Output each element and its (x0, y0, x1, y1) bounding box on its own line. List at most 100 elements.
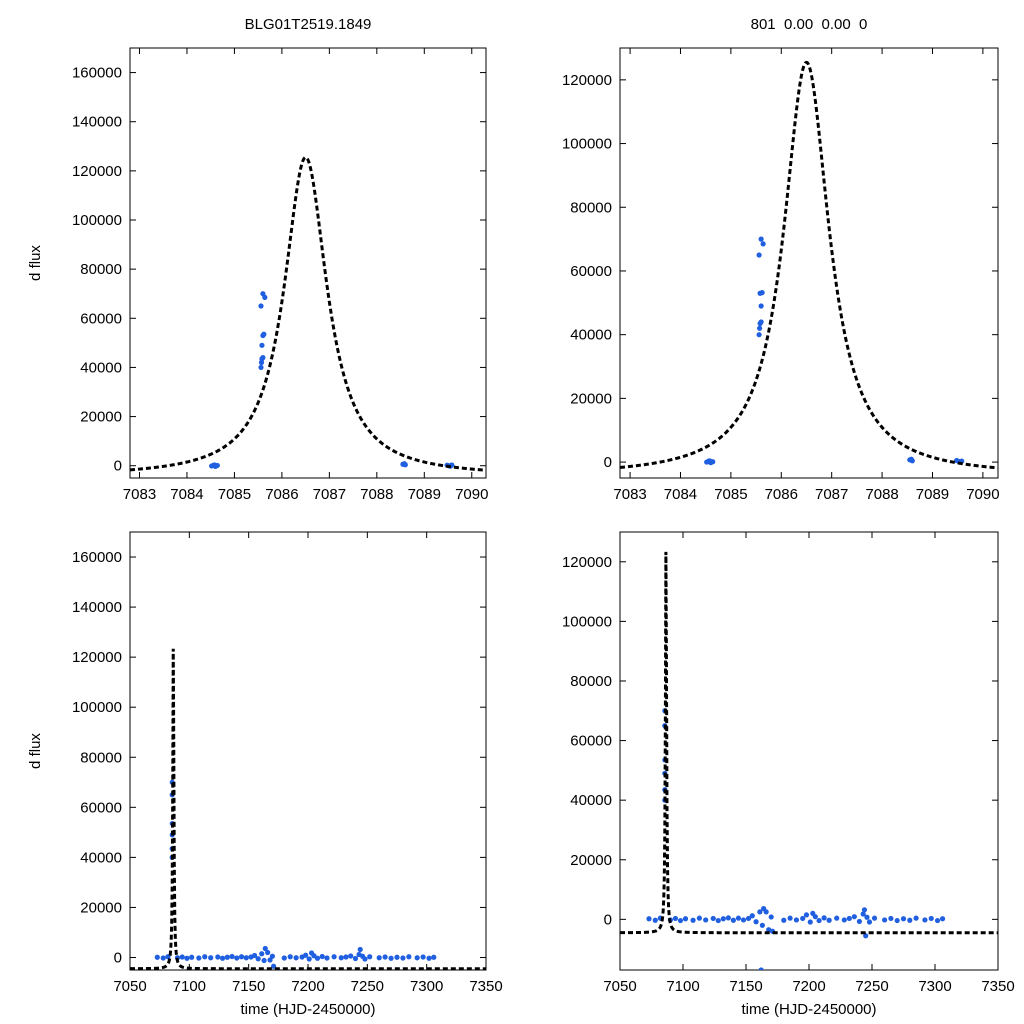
y-tick-label: 80000 (80, 261, 122, 278)
data-point (303, 952, 309, 958)
data-point (740, 917, 747, 923)
x-tick-label: 7087 (815, 486, 848, 503)
y-tick-label: 20000 (570, 852, 612, 869)
y-tick-label: 40000 (80, 849, 122, 866)
data-point (259, 342, 265, 348)
x-tick-label: 7086 (765, 486, 798, 503)
data-point (343, 954, 349, 960)
data-point (402, 462, 408, 468)
data-point (939, 916, 946, 922)
data-point (928, 915, 934, 922)
data-point (861, 907, 868, 913)
data-point (730, 917, 737, 923)
data-point (243, 955, 249, 961)
data-point (703, 917, 709, 923)
data-point (211, 462, 218, 468)
data-point (215, 954, 221, 960)
y-tick-label: 140000 (72, 599, 122, 616)
x-tick-label: 7150 (729, 978, 762, 995)
data-point (154, 954, 160, 960)
data-point (860, 911, 866, 917)
y-tick-label: 20000 (570, 390, 612, 407)
data-point (768, 914, 774, 920)
x-tick-label: 7050 (113, 978, 146, 995)
data-point (362, 956, 368, 962)
y-tick-label: 60000 (80, 799, 122, 816)
data-point (260, 355, 266, 361)
x-tick-label: 7090 (966, 486, 999, 503)
data-point (851, 914, 857, 920)
data-point (909, 458, 915, 464)
data-point (160, 955, 166, 961)
data-point (758, 319, 764, 325)
data-point (864, 914, 870, 920)
data-point (267, 957, 273, 963)
data-point (807, 919, 813, 925)
data-point (800, 915, 806, 922)
y-tick-label: 160000 (72, 65, 122, 82)
data-point (763, 909, 769, 915)
data-point (745, 915, 752, 922)
data-point (208, 955, 214, 961)
y-tick-label: 100000 (562, 136, 612, 153)
data-point (652, 917, 658, 923)
data-point (252, 952, 258, 959)
x-tick-label: 7086 (265, 486, 298, 503)
model-curve (130, 155, 486, 472)
data-point (894, 917, 900, 924)
data-point (888, 915, 894, 922)
data-point (871, 915, 878, 921)
data-point (238, 954, 245, 960)
y-tick-label: 60000 (570, 733, 612, 750)
y-tick-label: 160000 (72, 549, 122, 566)
data-point (707, 458, 713, 464)
x-tick-label: 7088 (865, 486, 898, 503)
data-point (234, 955, 240, 961)
data-point (758, 236, 764, 242)
y-tick-label: 60000 (570, 263, 612, 280)
y-tick-label: 40000 (570, 792, 612, 809)
x-tick-label: 7050 (603, 978, 636, 995)
y-tick-label: 120000 (562, 72, 612, 89)
data-point (367, 954, 373, 960)
data-point (224, 954, 230, 960)
data-point (306, 956, 312, 962)
data-point (229, 953, 235, 960)
data-point (255, 956, 261, 962)
plot-area (130, 648, 486, 970)
data-point (841, 917, 847, 923)
panel-p2: 7083 7084 7085 7086 7087 7088 7089 7090 0 20000 40… (562, 16, 1000, 503)
data-point (406, 954, 412, 960)
data-point (816, 917, 822, 924)
plot-area (620, 60, 998, 470)
data-point (431, 954, 437, 960)
data-point (710, 915, 716, 922)
data-point (184, 955, 190, 961)
data-point (834, 915, 840, 921)
data-point (196, 955, 202, 961)
x-axis-label: time (HJD-2450000) (741, 1001, 876, 1018)
data-point (646, 916, 652, 922)
data-point (420, 954, 426, 960)
data-point (882, 917, 888, 923)
x-tick-label: 7090 (455, 486, 488, 503)
data-point (715, 917, 721, 924)
x-tick-label: 7087 (313, 486, 346, 503)
plot-frame (129, 531, 487, 971)
y-tick-label: 100000 (72, 212, 122, 229)
data-point (934, 917, 941, 924)
data-point (426, 955, 432, 961)
data-point (907, 917, 913, 923)
y-tick-label: 40000 (80, 359, 122, 376)
data-point (900, 916, 907, 922)
data-point (293, 955, 299, 961)
data-point (348, 953, 354, 959)
data-point (262, 945, 268, 952)
data-point (319, 953, 325, 960)
x-tick-label: 7084 (170, 486, 203, 503)
panel-p3: 7050 7100 7150 7200 7250 7300 7350 0 20000 40000 6… (27, 531, 503, 1018)
x-tick-label: 7250 (855, 978, 888, 995)
x-tick-label: 7150 (232, 978, 265, 995)
data-point (758, 303, 764, 309)
